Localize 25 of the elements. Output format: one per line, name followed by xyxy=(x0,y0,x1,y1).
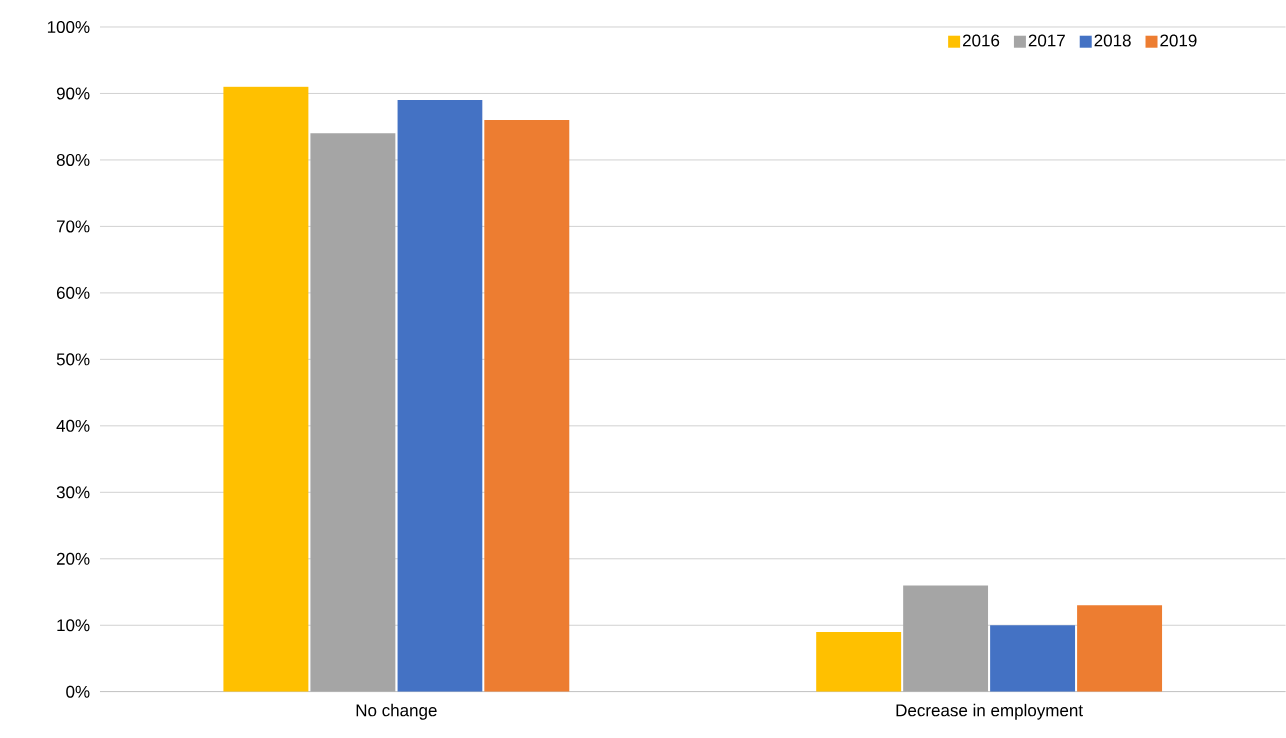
y-tick-label: 30% xyxy=(56,486,90,499)
y-tick-label: 50% xyxy=(56,353,90,366)
x-tick-label: No change xyxy=(356,704,437,720)
y-tick-label: 100% xyxy=(47,21,90,34)
legend-label: 2016 xyxy=(962,34,1000,47)
y-tick-label: 40% xyxy=(56,419,90,432)
bar xyxy=(223,86,309,692)
bar xyxy=(1077,605,1163,692)
bar xyxy=(990,625,1076,692)
y-tick-label: 80% xyxy=(56,154,90,167)
legend-label: 2019 xyxy=(1160,34,1197,47)
bar xyxy=(903,585,989,692)
bar xyxy=(397,100,483,692)
legend-label: 2017 xyxy=(1028,34,1065,47)
y-tick-label: 10% xyxy=(57,619,90,632)
legend-label: 2018 xyxy=(1094,34,1131,47)
y-tick-label: 70% xyxy=(56,220,90,233)
y-tick-label: 90% xyxy=(56,87,90,100)
bar xyxy=(484,120,570,692)
x-tick-label: Decrease in employment xyxy=(896,704,1083,720)
y-tick-label: 60% xyxy=(56,287,90,300)
bar xyxy=(310,133,396,692)
bar xyxy=(816,632,902,692)
y-tick-label: 20% xyxy=(56,552,90,565)
y-tick-label: 0% xyxy=(66,685,90,698)
